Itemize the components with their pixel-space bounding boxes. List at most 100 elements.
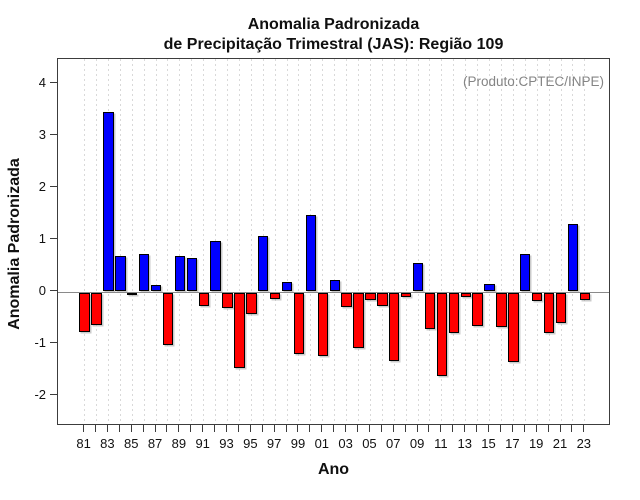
x-tick [488,425,490,432]
chart-title-line2: de Precipitação Trimestral (JAS): Região… [163,36,504,53]
x-tick [95,425,96,432]
gridline-2011 [441,59,443,424]
bar-1983 [103,112,114,292]
x-tick [190,425,192,432]
x-tick-label-21: 21 [552,436,568,451]
x-tick [333,425,335,432]
x-tick [511,425,513,432]
gridline-1998 [286,59,288,424]
gridline-1990 [191,59,193,424]
gridline-2014 [477,59,479,424]
bar-2013 [460,292,471,297]
x-tick [583,425,585,432]
x-tick [535,425,537,432]
x-tick-label-83: 83 [100,436,115,451]
bar-2002 [329,280,340,292]
x-tick [261,425,263,432]
bar-2000 [305,214,317,292]
chart-title-line1: Anomalia Padronizada [247,16,420,33]
gridline-1994 [238,59,240,424]
gridline-2012 [453,59,455,424]
gridline-2013 [465,59,467,424]
x-tick-label-11: 11 [434,436,448,451]
x-tick-label-87: 87 [147,436,163,451]
bar-2016 [496,292,507,328]
gridline-2010 [429,59,431,424]
x-tick [380,425,382,432]
bar-1984 [115,256,126,292]
gridline-1999 [298,59,300,424]
bar-1999 [293,292,305,355]
x-tick-label-17: 17 [505,436,520,451]
x-tick [392,425,394,432]
bar-1991 [198,292,209,307]
y-tick-label-4: 4 [38,74,46,90]
bar-2010 [424,292,436,329]
x-tick [249,425,251,432]
x-tick-label-81: 81 [76,436,91,451]
x-tick [571,425,573,432]
bar-2014 [472,292,483,327]
x-tick [273,425,275,432]
x-tick-label-09: 09 [409,436,425,451]
x-tick [106,425,108,432]
gridline-2005 [369,59,371,424]
x-axis-title: Ano [317,461,350,478]
gridline-1989 [179,59,181,424]
gridline-1997 [274,59,276,424]
x-tick [130,425,132,432]
x-tick [321,425,323,432]
x-tick [166,425,168,432]
x-tick [214,425,216,432]
y-tick [50,290,57,291]
y-tick-label-0: 0 [38,282,46,298]
bar-2011 [436,292,448,376]
x-tick [309,425,311,432]
y-tick [50,342,57,343]
bar-2015 [484,283,495,292]
gridline-2020 [548,59,550,424]
x-tick [523,425,525,432]
x-tick [547,425,549,432]
gridline-2004 [358,59,360,424]
y-tick [50,186,57,187]
zero-line [58,291,609,293]
bar-1989 [174,255,186,292]
y-tick-label-2: 2 [38,178,46,194]
x-tick [452,425,454,432]
x-tick-label-01: 01 [314,436,330,451]
x-tick-label-03: 03 [338,436,353,451]
gridline-1985 [131,59,133,424]
gridline-2015 [489,59,491,424]
plot-area: (Produto:CPTEC/INPE) [57,58,610,425]
bar-2021 [555,292,567,324]
x-tick [416,425,418,432]
x-tick [368,425,370,432]
gridline-2002 [334,59,336,424]
y-tick-label--1: -1 [34,334,46,350]
bar-2006 [377,292,388,307]
gridline-2017 [512,59,514,424]
x-tick [428,425,430,432]
bar-2009 [412,263,424,292]
bar-1986 [138,254,150,292]
bar-2022 [567,223,579,292]
y-tick-label-3: 3 [38,126,46,142]
gridline-1987 [155,59,157,424]
gridline-2007 [393,59,395,424]
bar-2001 [317,292,328,356]
gridline-2009 [417,59,419,424]
bar-1987 [150,285,162,292]
bar-2019 [531,292,543,301]
x-tick-label-07: 07 [386,436,401,451]
bar-2023 [579,292,590,301]
bar-2005 [365,292,376,300]
x-tick [499,425,501,432]
gridline-2021 [560,59,562,424]
gridline-1981 [84,59,86,424]
bar-2007 [389,292,400,362]
gridline-1991 [203,59,205,424]
x-tick [178,425,180,432]
x-tick [154,425,156,432]
x-tick-label-99: 99 [290,436,306,451]
